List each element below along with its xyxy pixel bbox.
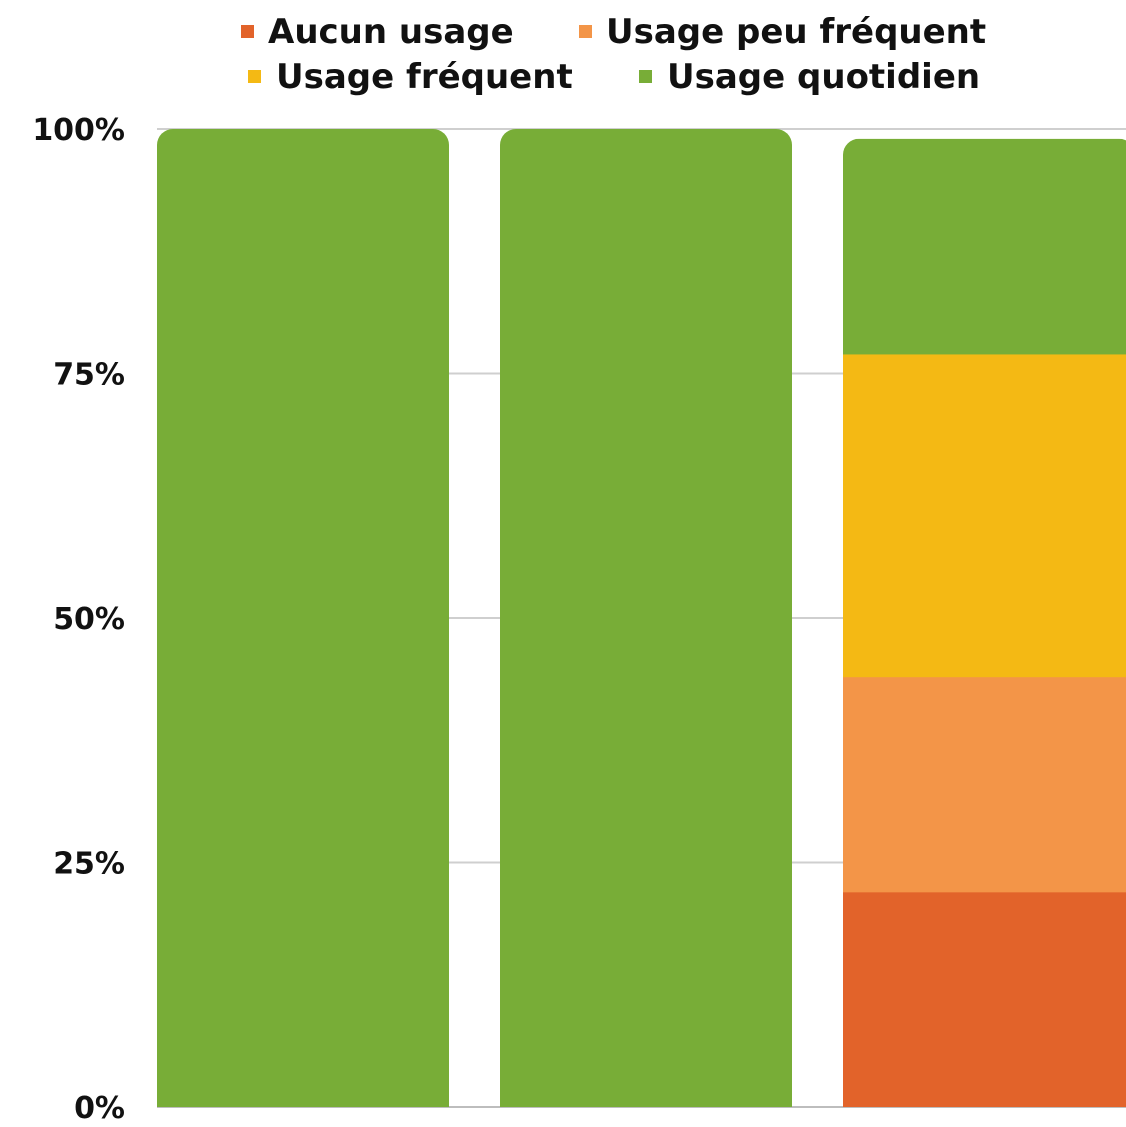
y-tick-label: 50%	[53, 602, 125, 637]
bar-segment-3-aucun-usage	[843, 891, 1126, 1107]
bar-segment-3-usage-quotidien	[843, 138, 1126, 355]
legend-swatch-1	[241, 25, 254, 38]
legend-swatch-3	[248, 70, 261, 83]
legend-label-3: Usage fréquent	[276, 57, 573, 97]
bar-group-2	[500, 129, 792, 1107]
legend-label-2: Usage peu fréquent	[606, 12, 986, 52]
bar-segment-3-usage-peu-fr-quent	[843, 676, 1126, 893]
y-axis-ticks: 0% 25% 50% 75% 100%	[32, 113, 125, 1126]
bar-segment-3-usage-fr-quent	[843, 353, 1126, 678]
bar-group-3	[843, 138, 1126, 1107]
bars-layer	[157, 129, 1126, 1107]
legend-label-4: Usage quotidien	[667, 57, 980, 97]
y-tick-label: 25%	[53, 847, 125, 882]
bar-segment-1-usage-quotidien	[157, 129, 449, 1107]
legend: Aucun usage Usage peu fréquent Usage fréqu…	[241, 12, 986, 97]
legend-label-1: Aucun usage	[268, 12, 514, 52]
y-tick-label: 75%	[53, 358, 125, 393]
bar-group-1	[157, 129, 449, 1107]
bar-segment-2-usage-quotidien	[500, 129, 792, 1107]
legend-swatch-4	[639, 70, 652, 83]
legend-swatch-2	[579, 25, 592, 38]
y-tick-label: 100%	[32, 113, 125, 148]
y-tick-label: 0%	[74, 1091, 125, 1126]
